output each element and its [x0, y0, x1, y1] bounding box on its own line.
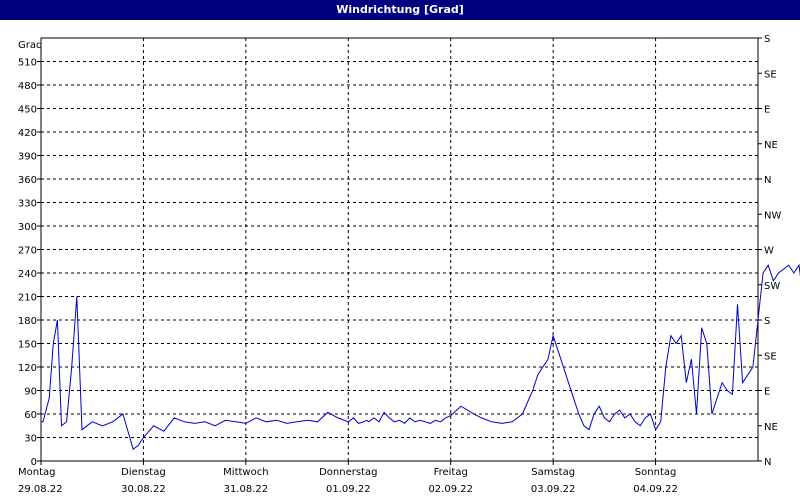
y-tick-label: 210: [18, 293, 37, 304]
x-tick-label-date: 31.08.22: [224, 484, 269, 495]
axes: [40, 37, 759, 462]
y2-tick-label: N: [764, 175, 771, 186]
y-tick-label: 60: [24, 410, 37, 421]
y2-tick-label: NE: [764, 140, 778, 151]
x-tick-labels: Montag 29.08.22 Dienstag 30.08.22 Mittwoch 31…: [18, 461, 678, 495]
y-tick-label: 510: [18, 58, 37, 69]
y2-tick-label: S: [764, 316, 770, 327]
y-tick-label: 360: [18, 175, 37, 186]
y-tick-label: 180: [18, 316, 37, 327]
y2-tick-label: S: [764, 34, 770, 45]
x-tick-label-date: 04.09.22: [633, 484, 678, 495]
y-tick-label: 300: [18, 222, 37, 233]
x-tick-label-day: Dienstag: [121, 467, 166, 478]
y-tick-label: 120: [18, 363, 37, 374]
y2-tick-label: SE: [764, 69, 777, 80]
y-tick-label: 30: [24, 434, 37, 445]
y-tick-label: 270: [18, 246, 37, 257]
x-tick-label-date: 30.08.22: [121, 484, 166, 495]
x-tick-label-date: 02.09.22: [428, 484, 473, 495]
y2-tick-label: NW: [764, 210, 781, 221]
y2-tick-label: E: [764, 387, 770, 398]
x-tick-label-date: 01.09.22: [326, 484, 371, 495]
wind-direction-chart: Grad 0 30 60 90 120 150 180 210 240 270 300 330 360 3…: [18, 34, 800, 495]
y-tick-label: 150: [18, 340, 37, 351]
y-tick-label: 480: [18, 81, 37, 92]
y-tick-labels: 0 30 60 90 120 150 180 210 240 270 300 330 360 390 420…: [18, 58, 41, 468]
y2-tick-label: NE: [764, 422, 778, 433]
x-tick-label-day: Sonntag: [635, 467, 677, 478]
x-tick-label-date: 03.09.22: [531, 484, 576, 495]
chart-panel: Grad 0 30 60 90 120 150 180 210 240 270 300 330 360 3…: [0, 20, 800, 500]
y-tick-label: 90: [24, 387, 37, 398]
y2-tick-label: E: [764, 105, 770, 116]
y2-tick-label: SE: [764, 351, 777, 362]
grid-lines: [41, 38, 758, 461]
plot-frame: [40, 37, 759, 462]
y-tick-label: 450: [18, 105, 37, 116]
x-tick-label-day: Freitag: [434, 467, 468, 478]
y-tick-label: 420: [18, 128, 37, 139]
y2-tick-label: W: [764, 246, 774, 257]
y2-tick-label: SW: [764, 281, 780, 292]
y2-tick-labels: N NE E SE S SW W NW N NE E SE S: [758, 34, 781, 468]
x-tick-label-day: Montag: [18, 467, 55, 478]
x-tick-label-day: Donnerstag: [319, 467, 377, 478]
series-layer: [41, 263, 800, 451]
y-tick-label: 390: [18, 152, 37, 163]
x-tick-label-date: 29.08.22: [18, 484, 63, 495]
x-tick-label-day: Mittwoch: [223, 467, 268, 478]
y-tick-label: 0: [31, 457, 37, 468]
y-tick-label: 240: [18, 269, 37, 280]
y-tick-label: 330: [18, 199, 37, 210]
series-line: [41, 263, 800, 451]
window-title: Windrichtung [Grad]: [0, 0, 800, 20]
y-axis-label: Grad: [18, 40, 42, 51]
y2-tick-label: N: [764, 457, 771, 468]
x-tick-label-day: Samstag: [531, 467, 575, 478]
